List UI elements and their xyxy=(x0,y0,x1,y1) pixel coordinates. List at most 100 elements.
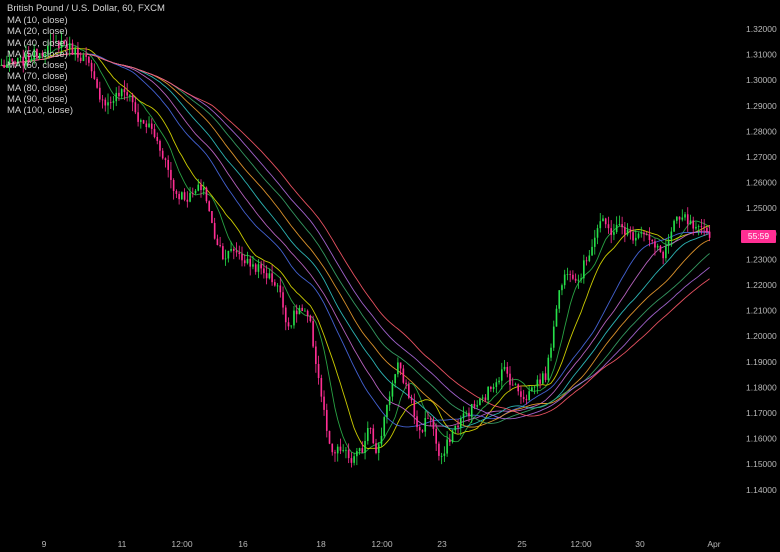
candle-body xyxy=(208,201,211,212)
candle-body xyxy=(254,264,257,272)
candle-body xyxy=(241,254,243,261)
candle-body xyxy=(572,274,574,279)
candle-body xyxy=(626,229,629,235)
price-axis[interactable]: 1.32000 1.31000 1.30000 1.29000 1.28000 1.270… xyxy=(746,24,777,495)
candle-body xyxy=(41,53,44,56)
candle-body xyxy=(697,226,700,228)
candle-body xyxy=(197,184,200,191)
candle-body xyxy=(654,241,656,248)
candle-body xyxy=(118,92,120,97)
candle-body xyxy=(156,136,159,141)
candle-body xyxy=(418,427,421,431)
candle-body xyxy=(109,102,112,104)
candle-body xyxy=(498,380,500,383)
legend-ma-70[interactable]: MA (70, close) xyxy=(7,71,68,83)
candle-body xyxy=(101,99,104,101)
candle-body xyxy=(227,250,230,259)
candle-body xyxy=(599,221,602,229)
candle-body xyxy=(675,216,678,221)
candle-body xyxy=(372,428,375,444)
candle-body xyxy=(222,246,224,260)
candle-body xyxy=(440,455,443,457)
candle-body xyxy=(224,258,227,260)
candle-body xyxy=(52,41,55,43)
candle-body xyxy=(487,386,489,401)
current-price-tag: 55:59 xyxy=(741,230,776,243)
legend-ma-80[interactable]: MA (80, close) xyxy=(7,82,68,94)
candle-body xyxy=(90,62,93,72)
candle-body xyxy=(454,425,457,431)
candle-body xyxy=(331,443,334,453)
candle-body xyxy=(33,49,36,60)
legend-ma-90[interactable]: MA (90, close) xyxy=(7,94,68,106)
candle-body xyxy=(591,246,593,256)
candle-body xyxy=(263,268,265,274)
candle-body xyxy=(19,56,22,58)
candle-body xyxy=(27,53,30,62)
candle-body xyxy=(38,53,41,59)
candle-body xyxy=(405,382,407,385)
candle-body xyxy=(315,346,317,364)
candle-body xyxy=(178,193,180,200)
candle-body xyxy=(470,403,473,417)
candle-body xyxy=(613,232,615,235)
candle-body xyxy=(181,192,183,200)
time-tick-label: 25 xyxy=(517,539,527,549)
candle-body xyxy=(424,417,427,432)
candle-body xyxy=(435,428,437,444)
candle-body xyxy=(399,362,402,369)
candle-body xyxy=(49,41,52,46)
candle-body xyxy=(246,258,249,264)
time-tick-label: 18 xyxy=(316,539,326,549)
candle-body xyxy=(391,383,394,397)
legend-ma-20[interactable]: MA (20, close) xyxy=(7,26,68,38)
candle-body xyxy=(44,53,46,56)
candle-body xyxy=(276,285,279,287)
candle-body xyxy=(232,248,235,251)
candle-body xyxy=(6,64,8,68)
legend-ma-40[interactable]: MA (40, close) xyxy=(7,37,68,49)
candle-body xyxy=(380,435,383,445)
candle-body xyxy=(366,428,369,441)
candle-body xyxy=(662,251,664,259)
candle-body xyxy=(14,61,16,63)
candle-body xyxy=(304,310,306,312)
price-tick-label: 1.23000 xyxy=(746,254,777,264)
legend-ma-60[interactable]: MA (60, close) xyxy=(7,60,68,72)
candle-body xyxy=(211,211,213,223)
candle-body xyxy=(449,439,451,443)
candle-body xyxy=(104,99,107,106)
candle-body xyxy=(377,444,380,453)
candle-body xyxy=(432,419,435,429)
candle-body xyxy=(140,120,142,122)
candle-body xyxy=(238,252,241,255)
candle-body xyxy=(558,290,561,309)
candle-body xyxy=(536,379,539,387)
candle-body xyxy=(57,41,60,49)
candle-body xyxy=(71,43,74,55)
ma-10-line xyxy=(1,43,710,454)
candle-body xyxy=(252,264,254,267)
candle-body xyxy=(60,40,63,49)
candle-body xyxy=(159,140,161,151)
time-tick-label: 9 xyxy=(42,539,47,549)
candle-body xyxy=(700,226,703,228)
legend-ma-10[interactable]: MA (10, close) xyxy=(7,15,68,26)
legend-ma-50[interactable]: MA (50, close) xyxy=(7,48,68,60)
candle-body xyxy=(364,440,366,453)
price-tick-label: 1.25000 xyxy=(746,203,777,213)
time-tick-label: 30 xyxy=(635,539,645,549)
time-axis[interactable]: 9 11 12:00 16 18 12:00 23 25 12:00 30 Apr xyxy=(42,539,721,549)
time-tick-label: Apr xyxy=(707,539,720,549)
price-tick-label: 1.14000 xyxy=(746,485,777,495)
candle-body xyxy=(123,89,126,93)
candle-body xyxy=(30,59,33,62)
legend-ma-100[interactable]: MA (100, close) xyxy=(7,105,73,117)
price-tick-label: 1.16000 xyxy=(746,434,777,444)
candle-body xyxy=(189,193,191,202)
candle-body xyxy=(468,412,470,417)
candle-body xyxy=(550,347,552,358)
candle-body xyxy=(66,43,68,50)
candle-body xyxy=(632,232,634,241)
